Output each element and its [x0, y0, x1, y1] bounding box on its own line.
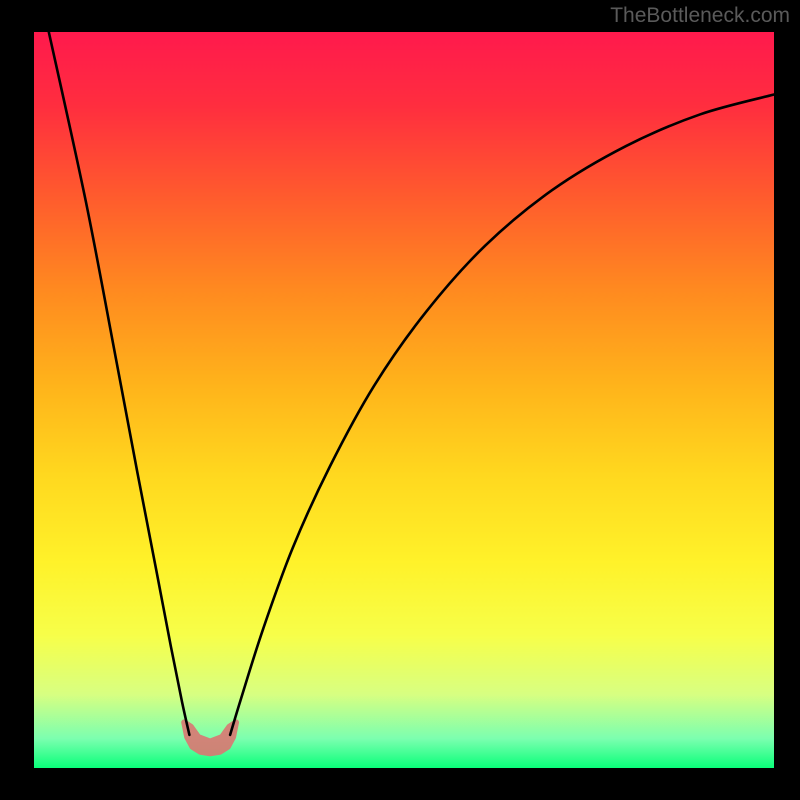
valley-blob	[184, 722, 236, 753]
chart-container: TheBottleneck.com	[0, 0, 800, 800]
curve-left-branch	[49, 32, 190, 735]
plot-area	[34, 32, 774, 768]
curve-right-branch	[230, 95, 774, 735]
watermark-text: TheBottleneck.com	[610, 4, 790, 28]
curve-overlay	[34, 32, 774, 768]
